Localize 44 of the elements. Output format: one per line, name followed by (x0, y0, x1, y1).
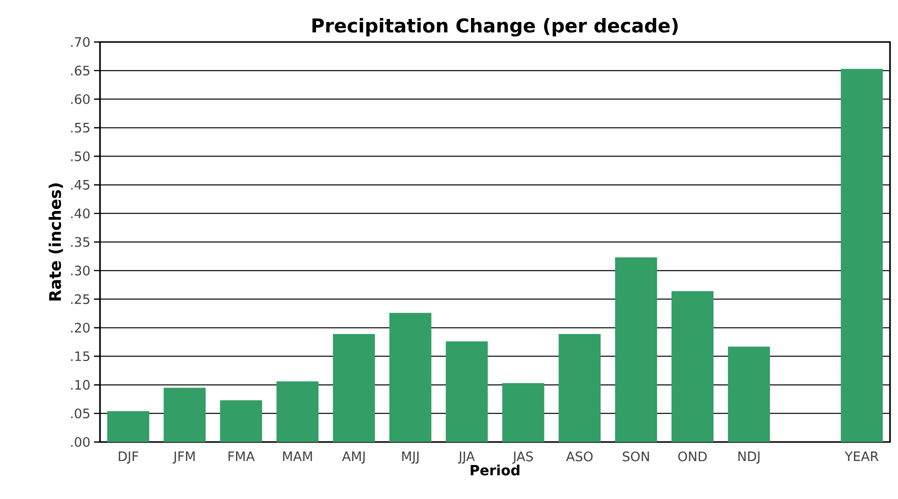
x-tick-label: MAM (283, 452, 312, 461)
y-tick-label: .20 (71, 322, 90, 333)
bar (728, 346, 770, 442)
x-axis-title: Period (470, 464, 520, 476)
y-tick-label: .55 (71, 122, 90, 133)
bar (840, 68, 883, 442)
y-tick-label: .70 (71, 37, 90, 47)
y-tick-label: .30 (71, 266, 90, 276)
bar (446, 341, 488, 442)
bar (558, 334, 601, 442)
bar (332, 334, 375, 442)
bar (615, 257, 658, 442)
y-tick-label: .15 (71, 351, 90, 362)
y-tick-label: .35 (71, 237, 90, 247)
chart-title: Precipitation Change (per decade) (312, 18, 678, 36)
x-tick-label: SON (622, 452, 649, 462)
bar (107, 411, 150, 442)
bar (389, 312, 432, 442)
y-tick-label: .00 (71, 437, 90, 447)
bar (502, 383, 544, 442)
x-tick-label: YEAR (844, 452, 878, 461)
x-tick-label: OND (678, 452, 707, 462)
x-tick-label: ASO (566, 452, 593, 462)
bar (672, 291, 714, 442)
x-tick-label: FMA (228, 452, 255, 461)
bar (164, 388, 206, 442)
x-tick-label: JFM (172, 452, 195, 464)
y-tick-label: .65 (71, 66, 90, 76)
x-tick-label: NDJ (738, 452, 760, 464)
y-tick-label: .25 (71, 294, 90, 304)
y-tick-label: .10 (71, 380, 90, 390)
bar (276, 381, 319, 442)
y-tick-label: .50 (71, 151, 90, 162)
y-tick-label: .05 (71, 408, 90, 418)
y-tick-label: .45 (71, 180, 90, 190)
x-tick-label: DJF (118, 452, 138, 464)
bar (220, 400, 262, 442)
y-tick-label: .40 (71, 208, 90, 218)
y-tick-label: .60 (71, 94, 90, 104)
x-tick-label: AMJ (342, 452, 365, 464)
x-tick-label: JAS (512, 452, 533, 464)
x-tick-label: JJA (458, 452, 475, 464)
x-tick-label: MJJ (402, 452, 419, 464)
y-axis-title: Rate (inches) (48, 183, 63, 300)
